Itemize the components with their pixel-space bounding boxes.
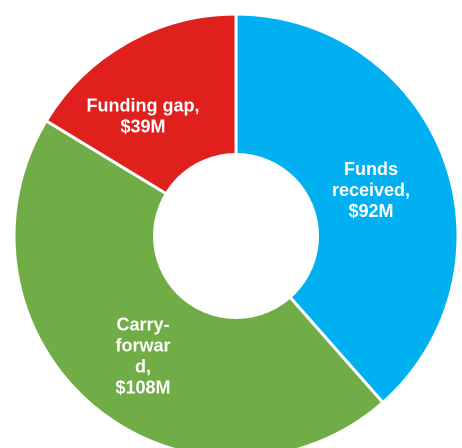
slice-label-funding-gap: Funding gap, $39M (87, 96, 200, 137)
slice-label-funds-received: Funds received, $92M (332, 159, 410, 221)
labels-group: Funds received, $92M Carry-forwar d, $108M Fun… (87, 96, 411, 398)
slice-funds-received (234, 12, 460, 404)
slice-label-carry-forward: Carry-forwar d, $108M (115, 315, 170, 398)
donut-hole (153, 153, 319, 319)
